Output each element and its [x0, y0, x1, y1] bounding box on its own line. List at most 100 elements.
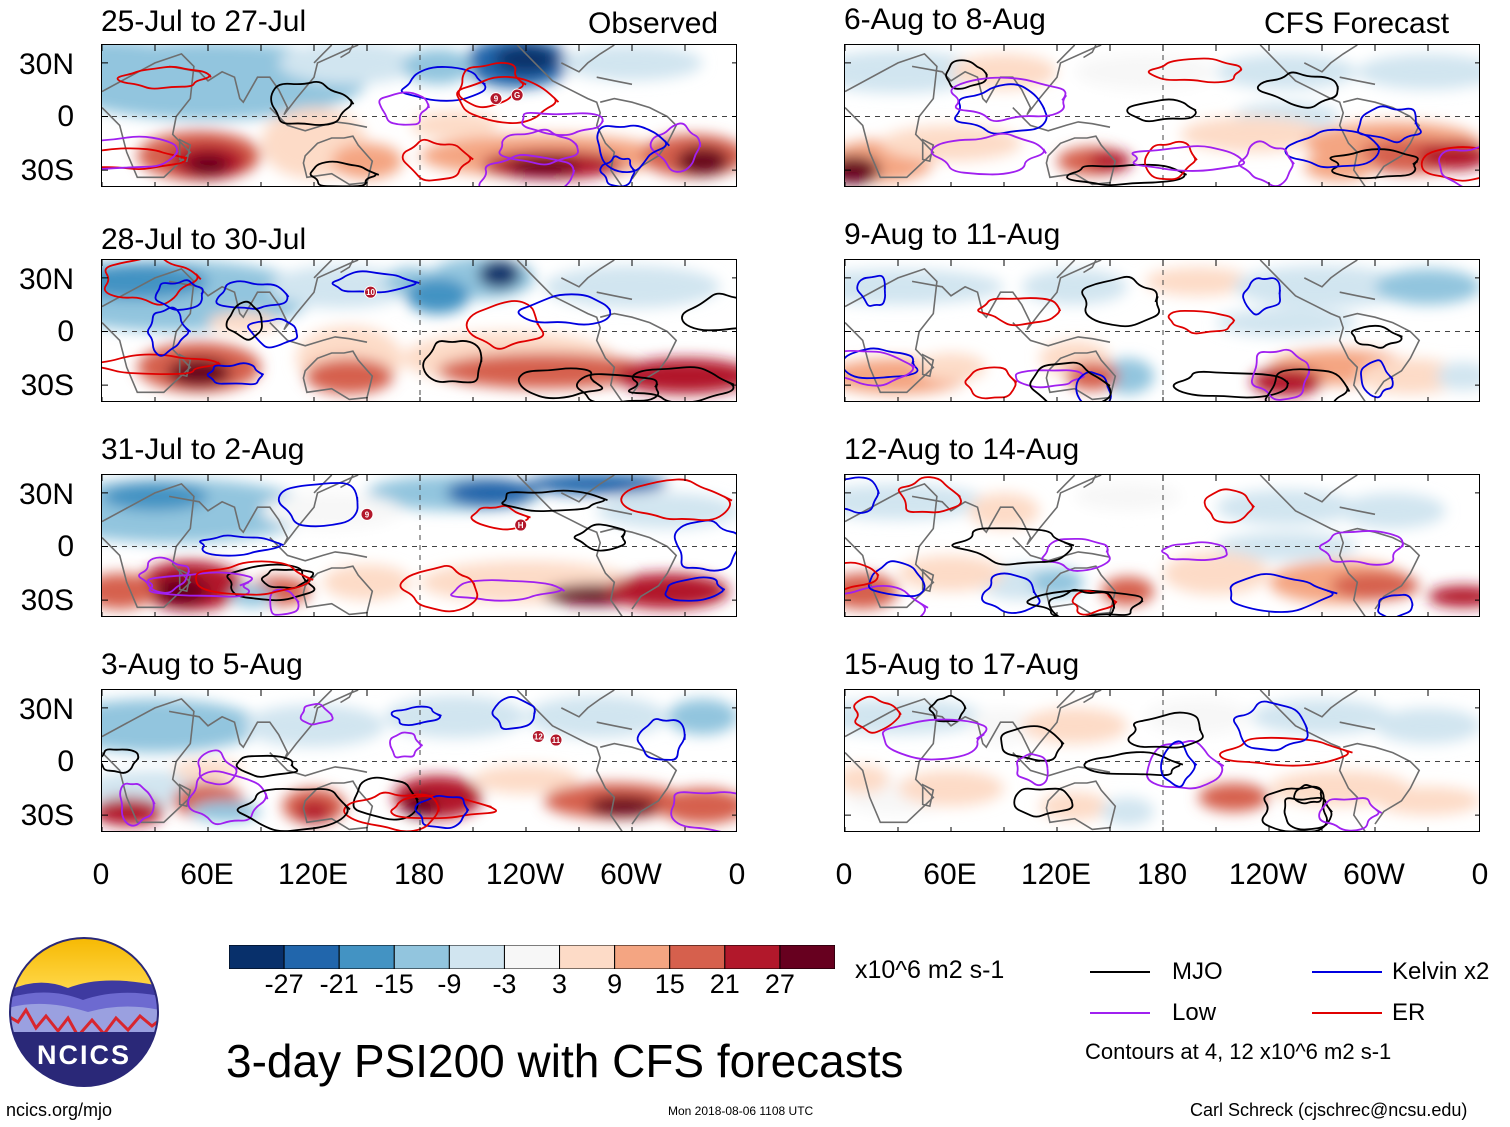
storm-marker — [360, 507, 374, 521]
ytick-label: 0 — [57, 315, 74, 348]
coastline — [1259, 45, 1421, 186]
ytick-label: 30S — [20, 369, 74, 402]
coastline — [102, 482, 195, 609]
contour-mjo — [1000, 725, 1065, 762]
psi-anomaly-shading — [1216, 308, 1358, 337]
panel-title-obs-4: 3-Aug to 5-Aug — [101, 648, 303, 681]
psi-anomaly-shading — [1021, 268, 1128, 305]
psi-anomaly-shading — [526, 695, 668, 739]
psi-anomaly-shading — [208, 311, 279, 334]
psi-anomaly-shading — [243, 704, 385, 748]
coastline — [168, 260, 359, 331]
contour-mjo — [573, 523, 627, 552]
contour-er — [399, 565, 479, 613]
coastline — [921, 138, 935, 163]
legend-label-mjo: MJO — [1172, 958, 1223, 985]
contour-low — [1438, 146, 1479, 186]
psi-anomaly-shading — [1198, 783, 1269, 812]
contour-mjo — [1083, 751, 1184, 777]
map-canvas — [845, 475, 1479, 616]
psi-anomaly-shading — [1216, 489, 1358, 526]
ytick-label: 30N — [18, 478, 74, 511]
header-observed: Observed — [588, 7, 719, 40]
coastline — [102, 267, 195, 394]
psi-anomaly-shading — [231, 585, 274, 608]
panel-title-obs-3: 31-Jul to 2-Aug — [101, 433, 305, 466]
contour-low — [389, 731, 424, 759]
contour-low — [299, 702, 334, 726]
psi-anomaly-shading — [667, 698, 736, 735]
ncics-logo-text: NCICS — [37, 1040, 131, 1070]
ytick-label: 30S — [20, 154, 74, 187]
psi-anomaly-shading — [1419, 141, 1479, 171]
psi-anomaly-shading — [478, 260, 521, 289]
coastline — [1012, 322, 1111, 347]
contour-kelvin — [517, 293, 612, 326]
psi-anomaly-shading — [1039, 791, 1110, 821]
psi-anomaly-shading — [1065, 361, 1119, 391]
coastline — [560, 45, 633, 86]
contour-er — [401, 138, 474, 182]
storm-marker — [489, 92, 503, 106]
psi-anomaly-shading — [186, 154, 230, 176]
psi-anomaly-shading — [880, 125, 1022, 162]
coastline — [269, 752, 368, 777]
contour-kelvin — [247, 317, 299, 349]
psi-anomaly-shading — [845, 155, 881, 185]
psi-anomaly-shading — [473, 765, 579, 794]
header-cfs-forecast: CFS Forecast — [1264, 7, 1450, 40]
psi-anomaly-shading — [446, 478, 535, 508]
contour-low — [1014, 369, 1085, 389]
contour-kelvin — [596, 124, 670, 174]
contour-mjo — [1126, 98, 1197, 123]
coastline — [269, 322, 368, 347]
psi-anomaly-shading — [845, 268, 1004, 305]
panel-title-obs-1: 25-Jul to 27-Jul — [101, 5, 307, 38]
legend-label-kelvin: Kelvin x2 — [1392, 958, 1490, 985]
colorbar-tick-label: -27 — [264, 969, 304, 999]
colorbar-swatch — [229, 945, 285, 969]
map-canvas: 9H — [102, 475, 736, 616]
contour-mjo — [1172, 370, 1290, 399]
psi-anomaly-shading — [102, 573, 155, 610]
map-panel-observed-4: 12 11 — [101, 689, 737, 832]
coastline — [911, 45, 1102, 116]
contour-mjo — [235, 754, 299, 778]
psi-anomaly-shading — [261, 492, 403, 529]
colorbar-swatch — [503, 945, 561, 969]
xtick-label: 120W — [485, 858, 565, 891]
psi-anomaly-shading — [543, 265, 721, 309]
colorbar-swatch — [338, 945, 395, 969]
contour-low — [845, 584, 929, 616]
contour-er — [897, 476, 962, 514]
contour-low — [521, 111, 604, 136]
storm-marker-label: 10 — [366, 288, 375, 297]
ytick-label: 30S — [20, 799, 74, 832]
contour-low — [478, 154, 576, 186]
psi-anomaly-shading — [269, 265, 412, 309]
coastline — [178, 568, 192, 593]
contour-kelvin — [845, 476, 880, 514]
contour-kelvin — [154, 279, 204, 311]
contour-kelvin — [1242, 277, 1281, 316]
colorbar-swatch — [614, 945, 671, 969]
xtick-label: 60E — [180, 858, 234, 891]
psi-anomaly-shading — [1101, 576, 1155, 606]
contour-low — [670, 791, 736, 831]
ytick-label: 0 — [57, 100, 74, 133]
legend-line-er — [1312, 1012, 1382, 1014]
colorbar-tick-label: -21 — [319, 969, 359, 999]
contour-mjo — [1329, 148, 1419, 180]
psi-anomaly-shading — [411, 111, 500, 140]
psi-anomaly-shading — [1088, 150, 1132, 172]
psi-anomaly-shading — [1074, 53, 1216, 90]
storm-marker — [510, 88, 524, 102]
legend-label-low: Low — [1172, 999, 1217, 1026]
coastline — [1012, 107, 1111, 132]
coastline — [313, 45, 354, 64]
colorbar-swatch — [669, 945, 726, 969]
psi-anomaly-shading — [1375, 707, 1479, 744]
xtick-label: 60E — [923, 858, 977, 891]
footer-url: ncics.org/mjo — [6, 1100, 113, 1120]
coastline — [168, 690, 359, 761]
